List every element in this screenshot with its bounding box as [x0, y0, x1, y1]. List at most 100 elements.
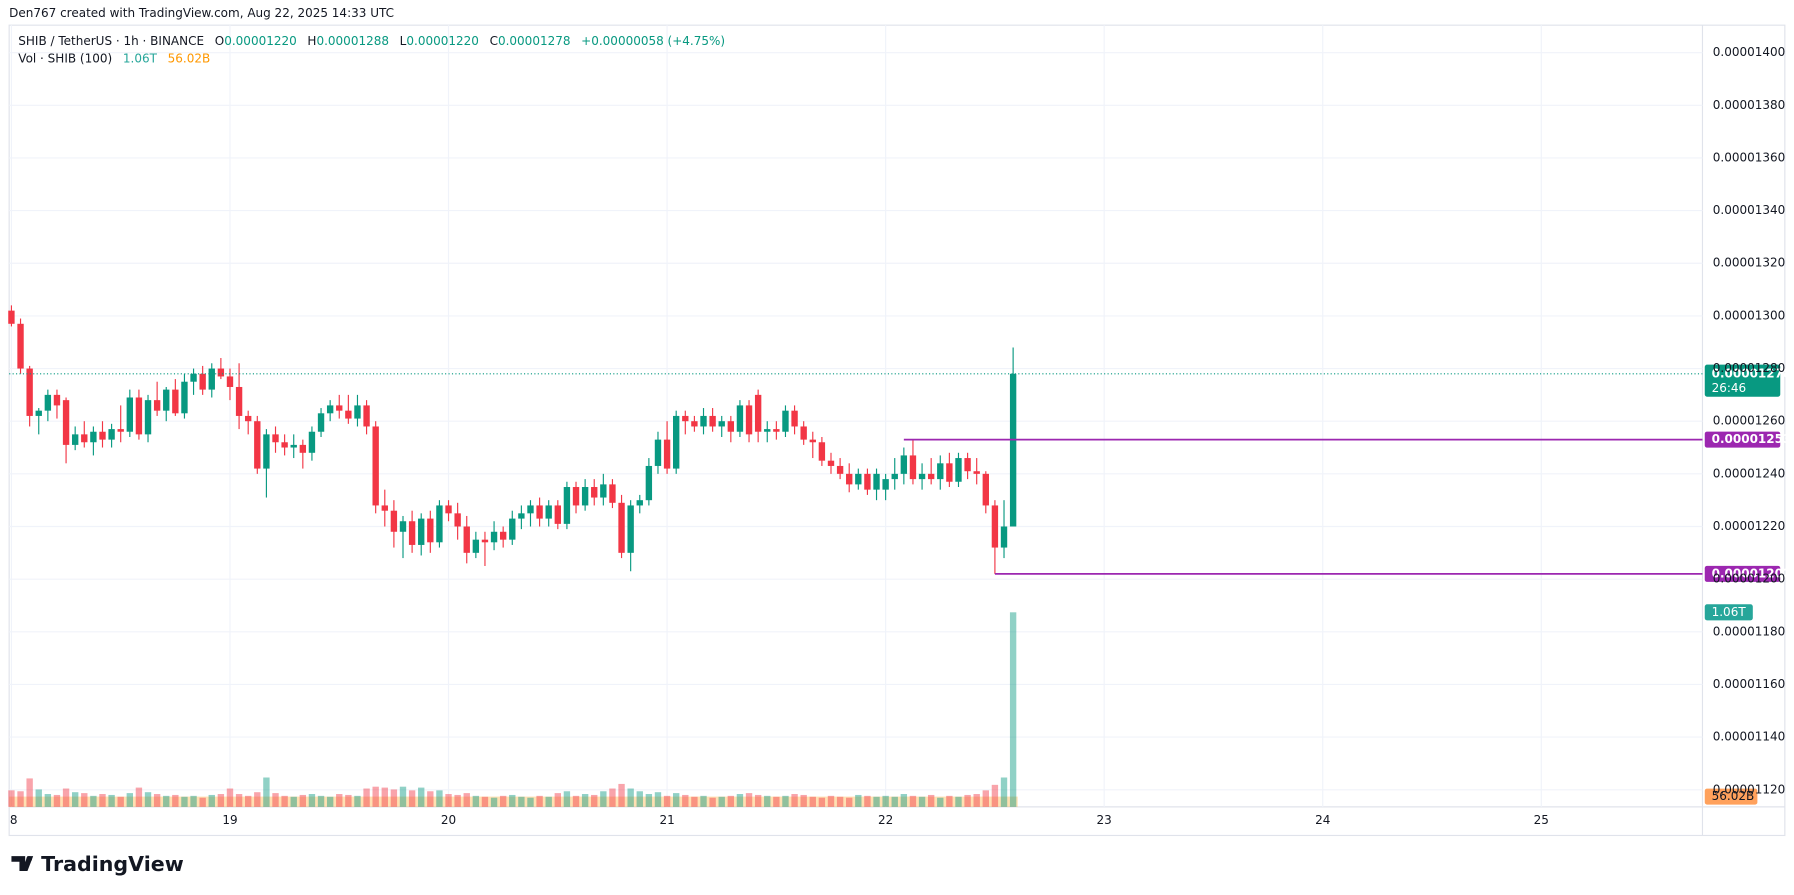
candle-body: [408, 521, 416, 545]
volume-bar: [918, 796, 926, 807]
volume-bar: [927, 794, 935, 807]
candle-body: [126, 397, 133, 432]
x-tick-label: 19: [222, 813, 237, 827]
volume-bar: [108, 794, 115, 807]
last-price-badge: [1704, 364, 1781, 397]
volume-bar: [62, 788, 70, 807]
candle-body: [172, 389, 179, 414]
volume-bar: [181, 796, 188, 807]
volume-bar: [254, 792, 261, 807]
candle-body: [818, 442, 826, 461]
level-label: 0.00001253: [1712, 432, 1792, 446]
volume-value: 1.06T: [123, 51, 158, 65]
candle-body: [654, 439, 662, 466]
candle-body: [509, 518, 516, 540]
volume-legend: Vol · SHIB (100) 1.06T 56.02B: [18, 51, 210, 65]
candle-body: [827, 460, 835, 466]
candle-body: [254, 421, 261, 469]
candle-body: [62, 400, 70, 445]
brand-name: TradingView: [41, 852, 184, 876]
x-tick-label: 24: [1315, 813, 1330, 827]
candle-body: [81, 434, 88, 443]
candle-body: [545, 505, 552, 519]
volume-bar: [17, 791, 24, 807]
x-tick-label: 23: [1097, 813, 1112, 827]
legend-value: 0.00001288: [316, 34, 389, 48]
candle-body: [554, 505, 561, 524]
volume-bar: [172, 794, 179, 807]
candle-body: [354, 405, 361, 419]
volume-bar: [144, 792, 152, 807]
candle-body: [718, 421, 725, 427]
candle-body: [153, 400, 161, 411]
candles: [8, 305, 1017, 574]
volume-ma-band: [9, 796, 1018, 807]
volume-bar: [627, 788, 634, 807]
attribution: Den767 created with TradingView.com, Aug…: [9, 6, 394, 20]
x-tick-label: 20: [441, 813, 456, 827]
candle-body: [245, 415, 252, 422]
candle-body: [445, 505, 452, 514]
countdown: 26:46: [1712, 381, 1747, 395]
candle-body: [663, 439, 671, 469]
candle-body: [290, 444, 297, 448]
volume-bar: [682, 794, 689, 807]
volume-bar: [718, 796, 725, 807]
candle-body: [436, 505, 443, 543]
volume-bar: [245, 795, 252, 807]
candle-body: [399, 521, 407, 532]
volume-bar: [499, 795, 507, 807]
grid: [9, 25, 1703, 807]
candle-body: [745, 405, 753, 435]
candle-body: [199, 373, 206, 390]
candle-body: [99, 431, 106, 440]
volume-bar: [8, 790, 15, 807]
candle-body: [773, 429, 780, 432]
candle-body: [645, 465, 653, 501]
candle-body: [764, 429, 771, 432]
volume-bar: [827, 795, 835, 807]
y-tick-label: 0.00001340: [1713, 203, 1786, 217]
candle-body: [454, 513, 461, 527]
volume-bar: [99, 794, 106, 807]
candle-body: [864, 473, 871, 490]
candle-body: [481, 539, 489, 543]
candle-body: [272, 434, 279, 443]
legend-key: H: [307, 34, 316, 48]
candle-body: [682, 415, 689, 422]
volume-bar: [736, 794, 744, 807]
volume-ma-badge-label: 56.02B: [1712, 789, 1755, 803]
volume-bar: [208, 794, 215, 807]
brand-logo: TradingView: [11, 852, 184, 876]
candle-body: [427, 518, 434, 543]
candle-body: [71, 434, 79, 445]
candle-body: [263, 434, 270, 469]
volume-bar: [217, 794, 225, 807]
x-tick-label: 25: [1534, 813, 1549, 827]
y-tick-label: 0.00001140: [1713, 730, 1786, 744]
volume-bar: [399, 786, 407, 807]
candle-body: [809, 439, 816, 443]
volume-bar: [864, 795, 871, 807]
candle-body: [363, 405, 370, 427]
axes: 0.00001120 0.00001140 0.00001160 0.00001180…: [10, 45, 1785, 827]
volume-bar: [937, 797, 944, 807]
candle-body: [600, 484, 607, 498]
volume-bar: [846, 797, 853, 807]
volume-bar: [126, 793, 133, 807]
candle-body: [117, 429, 124, 432]
change: +0.00000058 (+4.75%): [581, 34, 725, 48]
candle-body: [372, 426, 379, 506]
volume-bar: [463, 793, 470, 807]
volume-ma-badge: [1704, 788, 1758, 805]
volume-bar: [645, 794, 653, 807]
volume-bar: [764, 795, 771, 807]
volume-bar: [800, 794, 807, 807]
volume-bar: [436, 790, 443, 807]
candle-body: [490, 531, 498, 543]
volume-bar: [836, 796, 844, 807]
candle-body: [572, 487, 580, 506]
volume-bar: [26, 778, 33, 807]
